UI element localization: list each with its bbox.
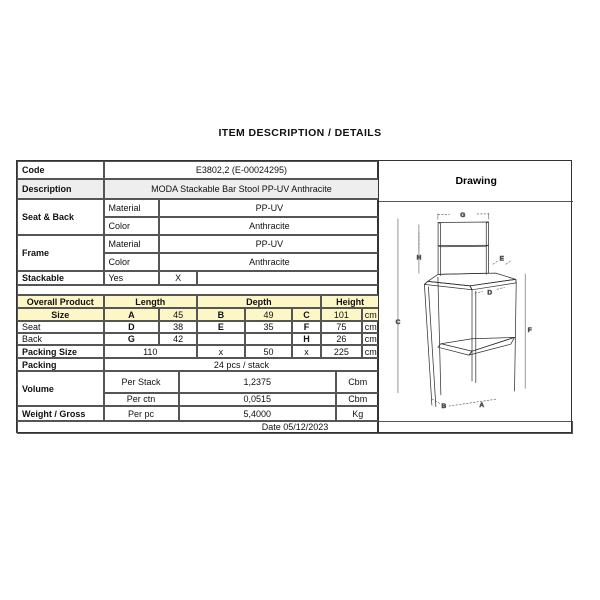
- svg-text:E: E: [500, 255, 505, 262]
- svg-text:D: D: [488, 289, 493, 296]
- svg-text:B: B: [442, 403, 447, 410]
- svg-text:F: F: [528, 327, 532, 334]
- svg-text:G: G: [461, 212, 466, 219]
- svg-text:C: C: [396, 319, 401, 326]
- svg-text:H: H: [417, 254, 422, 261]
- svg-text:A: A: [480, 402, 485, 409]
